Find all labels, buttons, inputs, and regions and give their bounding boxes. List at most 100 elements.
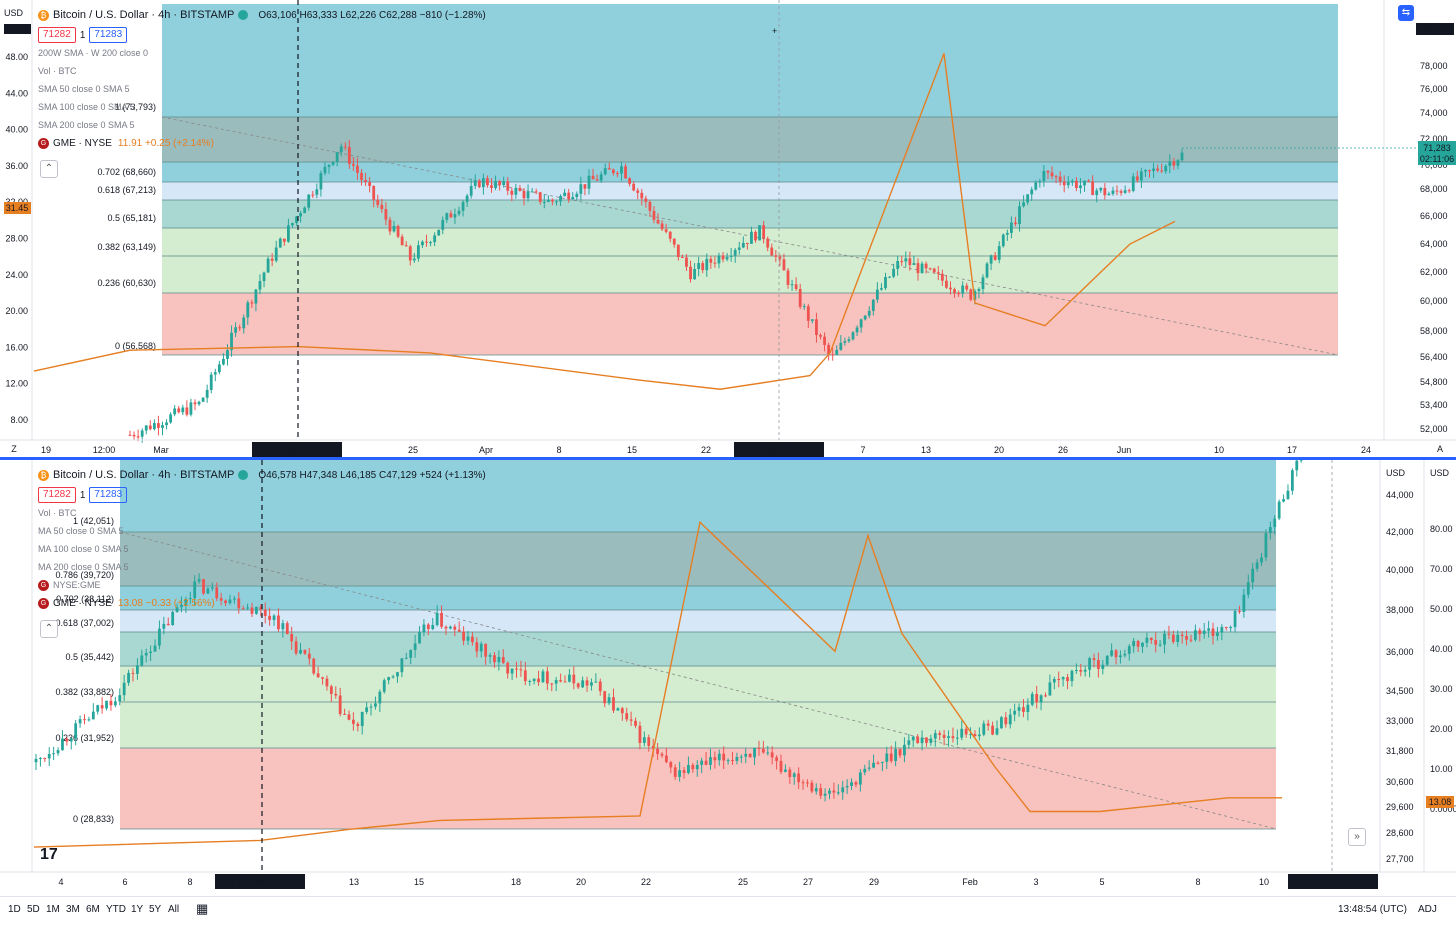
candle-body xyxy=(237,598,241,609)
top-chart-pane[interactable]: 1 (73,793) 0.702 (68,660) 0.618 (67,213) 0.… xyxy=(0,0,1456,458)
bottom-currency-label-2[interactable]: USD xyxy=(1430,468,1450,478)
candle-body xyxy=(761,748,765,753)
candle-body xyxy=(189,402,193,415)
top-sync-icon[interactable]: ⇆ xyxy=(1398,5,1414,21)
candle-body xyxy=(230,332,233,351)
nyse-gme-icon: G xyxy=(38,579,49,591)
bottom-indicator-ma50[interactable]: MA 50 close 0 SMA 5 xyxy=(38,526,124,536)
current-price-badge xyxy=(1418,141,1456,165)
range-ytd[interactable]: YTD xyxy=(106,904,126,915)
right-axis-tick: 27,700 xyxy=(1386,854,1414,864)
candle-body xyxy=(933,733,937,739)
range-all[interactable]: All xyxy=(168,904,180,915)
candle-body xyxy=(928,268,932,270)
bottom-buy-button[interactable]: 71283 xyxy=(89,487,128,503)
range-3m[interactable]: 3M xyxy=(66,904,80,915)
candle-body xyxy=(911,736,915,741)
calendar-icon[interactable]: ▦ xyxy=(196,901,209,916)
top-symbol-title[interactable]: Bitcoin / U.S. Dollar · 4h · BITSTAMP xyxy=(53,9,235,21)
candle-body xyxy=(246,302,250,318)
right-axis-tick: 34,500 xyxy=(1386,686,1414,696)
range-5y[interactable]: 5Y xyxy=(149,904,162,915)
time-axis-tick: 20 xyxy=(994,445,1004,455)
scroll-to-realtime-button[interactable]: » xyxy=(1348,828,1366,846)
top-indicator-sma50[interactable]: SMA 50 close 0 SMA 5 xyxy=(38,84,130,94)
range-1d[interactable]: 1D xyxy=(8,904,21,915)
candle-body xyxy=(418,632,421,644)
utc-clock[interactable]: 13:48:54 (UTC) xyxy=(1338,904,1407,915)
candle-body xyxy=(757,747,761,749)
candle-body xyxy=(481,178,485,188)
right-axis-tick: 30,600 xyxy=(1386,777,1414,787)
candle-body xyxy=(896,261,900,269)
top-collapse-legend-button[interactable]: ⌃ xyxy=(40,160,58,178)
candle-body xyxy=(798,289,802,307)
top-gme-legend[interactable]: GME · NYSE xyxy=(53,137,112,149)
candle-body xyxy=(1115,190,1119,192)
candle-body xyxy=(299,213,302,217)
candle-body xyxy=(977,289,981,292)
candle-body xyxy=(642,737,646,743)
candle-body xyxy=(758,225,761,241)
bottom-nyse-legend[interactable]: NYSE:GME xyxy=(53,580,101,590)
range-5d[interactable]: 5D xyxy=(27,904,40,915)
range-1y[interactable]: 1Y xyxy=(131,904,144,915)
candle-body xyxy=(1189,639,1193,641)
candle-body xyxy=(494,181,497,189)
candle-body xyxy=(132,435,136,437)
range-6m[interactable]: 6M xyxy=(86,904,100,915)
candle-body xyxy=(748,753,752,758)
top-qty[interactable]: 1 xyxy=(79,29,86,41)
top-sell-button[interactable]: 71282 xyxy=(38,27,76,43)
bottom-qty[interactable]: 1 xyxy=(79,489,86,501)
bottom-gme-legend[interactable]: GME · NYSE xyxy=(53,597,112,609)
candle-body xyxy=(1132,641,1136,647)
candle-body xyxy=(581,680,585,688)
left-axis-tick: 36.00 xyxy=(5,161,28,171)
candle-body xyxy=(177,408,181,413)
candle-body xyxy=(152,423,156,430)
candle-body xyxy=(285,623,289,634)
adj-button[interactable]: ADJ xyxy=(1418,904,1437,915)
candle-body xyxy=(258,281,262,290)
top-indicator-sma200[interactable]: SMA 200 close 0 SMA 5 xyxy=(38,120,135,130)
bottom-symbol-title[interactable]: Bitcoin / U.S. Dollar · 4h · BITSTAMP xyxy=(53,469,235,481)
candle-body xyxy=(1083,180,1086,186)
candle-body xyxy=(1114,650,1118,658)
far-right-axis-tick: 40.00 xyxy=(1430,644,1453,654)
candle-body xyxy=(681,256,684,258)
pane-divider[interactable] xyxy=(0,457,1456,460)
fib-zone-5 xyxy=(162,228,1338,256)
candle-body xyxy=(47,753,51,759)
top-indicator-vol[interactable]: Vol · BTC xyxy=(38,66,77,76)
top-indicator-200w[interactable]: 200W SMA · W 200 close 0 xyxy=(38,48,149,58)
bottom-chart-pane[interactable]: 1 (42,051) 0.786 (39,720) 0.702 (38,112) 0.… xyxy=(0,460,1456,892)
bottom-indicator-vol[interactable]: Vol · BTC xyxy=(38,508,77,518)
candle-body xyxy=(624,166,627,179)
range-1m[interactable]: 1M xyxy=(46,904,60,915)
top-currency-label[interactable]: USD xyxy=(4,8,24,18)
top-buy-button[interactable]: 71283 xyxy=(89,27,128,43)
time-axis-tick: 18 xyxy=(511,877,521,887)
bottom-sell-button[interactable]: 71282 xyxy=(38,487,76,503)
fib-label-4: 0.5 (35,442) xyxy=(65,652,114,662)
bottom-legend: ₿ Bitcoin / U.S. Dollar · 4h · BITSTAMP … xyxy=(38,466,486,612)
candle-body xyxy=(867,767,871,769)
candle-body xyxy=(1070,670,1074,682)
top-chart-canvas[interactable]: 1 (73,793) 0.702 (68,660) 0.618 (67,213) 0.… xyxy=(0,0,1456,458)
bottom-indicator-ma200[interactable]: MA 200 close 0 SMA 5 xyxy=(38,562,129,572)
bottom-currency-label-1[interactable]: USD xyxy=(1386,468,1406,478)
candle-body xyxy=(1005,232,1009,235)
candle-body xyxy=(885,753,889,762)
candle-body xyxy=(281,623,285,630)
tradingview-logo[interactable]: 17 xyxy=(40,846,58,863)
candle-body xyxy=(664,229,668,232)
top-indicator-sma100[interactable]: SMA 100 close 0 SMA 5 xyxy=(38,102,135,112)
candle-body xyxy=(1058,176,1062,182)
bottom-collapse-legend-button[interactable]: ⌃ xyxy=(40,620,58,638)
left-axis-tick: 12.00 xyxy=(5,379,28,389)
bottom-chart-canvas[interactable]: 1 (42,051) 0.786 (39,720) 0.702 (38,112) 0.… xyxy=(0,460,1456,892)
candle-body xyxy=(331,161,335,165)
candle-body xyxy=(912,263,916,266)
bottom-indicator-ma100[interactable]: MA 100 close 0 SMA 5 xyxy=(38,544,129,554)
